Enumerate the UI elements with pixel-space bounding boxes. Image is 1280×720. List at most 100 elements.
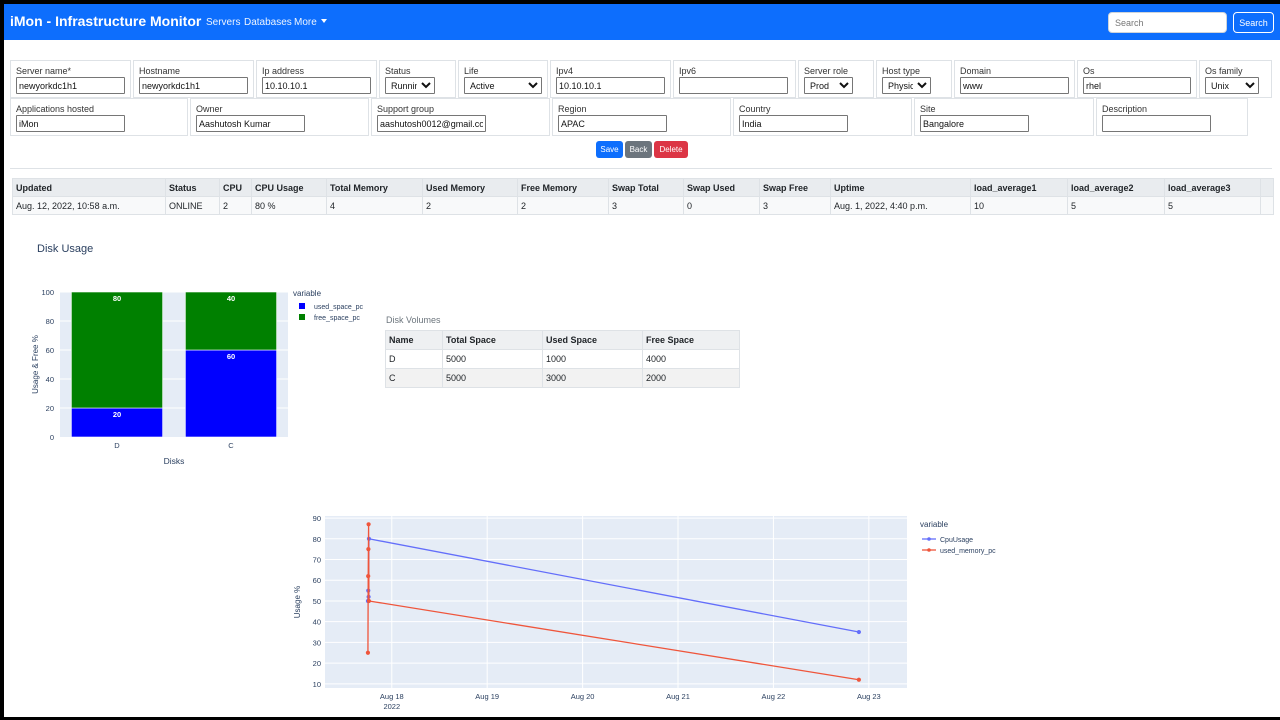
stats-cell: 3 bbox=[608, 196, 684, 215]
ip-address-input[interactable] bbox=[262, 77, 371, 94]
stats-cell: 0 bbox=[683, 196, 760, 215]
volumes-cell: D bbox=[385, 349, 443, 369]
country-input[interactable] bbox=[739, 115, 848, 132]
stats-header-cell: Swap Free bbox=[759, 178, 831, 197]
region-label: Region bbox=[558, 104, 587, 114]
hostname-cell: Hostname bbox=[133, 60, 254, 98]
y-tick-label: 20 bbox=[46, 404, 54, 413]
os-input[interactable] bbox=[1083, 77, 1191, 94]
server-name-input[interactable] bbox=[16, 77, 125, 94]
data-point bbox=[856, 629, 861, 635]
site-input[interactable] bbox=[920, 115, 1029, 132]
x-tick-label: Aug 21 bbox=[666, 692, 690, 701]
stats-cell: Aug. 1, 2022, 4:40 p.m. bbox=[830, 196, 971, 215]
support-group-label: Support group bbox=[377, 104, 435, 114]
stats-header-cell: load_average1 bbox=[970, 178, 1068, 197]
y-tick-label: 40 bbox=[46, 375, 54, 384]
server-role-cell: Server role Prod bbox=[798, 60, 874, 98]
region-cell: Region bbox=[552, 98, 731, 136]
bar-data-label: 40 bbox=[227, 294, 235, 303]
stats-header-row: Updated Status CPU CPU Usage Total Memor… bbox=[12, 178, 1274, 197]
support-group-input[interactable] bbox=[377, 115, 486, 132]
series-line bbox=[367, 524, 860, 681]
y-tick-label: 80 bbox=[313, 535, 321, 544]
legend-entry: CpuUsage bbox=[940, 537, 973, 544]
data-point bbox=[366, 573, 371, 579]
ipv6-input[interactable] bbox=[679, 77, 788, 94]
brand-title[interactable]: iMon - Infrastructure Monitor bbox=[10, 13, 202, 29]
table-row: Aug. 12, 2022, 10:58 a.m. ONLINE 2 80 % … bbox=[12, 196, 1274, 215]
stats-header-cell: Status bbox=[165, 178, 220, 197]
owner-input[interactable] bbox=[196, 115, 305, 132]
delete-button[interactable]: Delete bbox=[654, 141, 688, 158]
server-name-label: Server name* bbox=[16, 66, 72, 76]
stats-header-cell: Uptime bbox=[830, 178, 971, 197]
stats-cell: ONLINE bbox=[165, 196, 220, 215]
volumes-cell: 2000 bbox=[642, 368, 740, 388]
country-cell: Country bbox=[733, 98, 912, 136]
stats-cell: 2 bbox=[517, 196, 609, 215]
volumes-cell: 1000 bbox=[542, 349, 643, 369]
x-tick-label: Aug 18 bbox=[380, 692, 404, 701]
x-tick-label: Aug 19 bbox=[475, 692, 499, 701]
nav-more-label: More bbox=[294, 17, 317, 28]
description-input[interactable] bbox=[1102, 115, 1211, 132]
bar-segment bbox=[185, 349, 277, 438]
x-axis-title: Disks bbox=[164, 456, 185, 466]
y-tick-label: 50 bbox=[313, 597, 321, 606]
y-tick-label: 10 bbox=[313, 680, 321, 689]
legend-entry: used_memory_pc bbox=[940, 548, 996, 555]
owner-cell: Owner bbox=[190, 98, 369, 136]
bar-data-label: 80 bbox=[113, 294, 121, 303]
life-label: Life bbox=[464, 66, 479, 76]
nav-more-dropdown[interactable]: More bbox=[294, 17, 327, 28]
description-cell: Description bbox=[1096, 98, 1248, 136]
life-select[interactable]: Active bbox=[464, 77, 542, 94]
back-button[interactable]: Back bbox=[625, 141, 652, 158]
stats-header-cell: Swap Used bbox=[683, 178, 760, 197]
volumes-cell: 5000 bbox=[442, 349, 543, 369]
status-select[interactable]: Running bbox=[385, 77, 435, 94]
y-axis-title: Usage % bbox=[293, 586, 302, 618]
save-button[interactable]: Save bbox=[596, 141, 623, 158]
x-tick-label: D bbox=[114, 441, 120, 450]
legend-swatch bbox=[299, 303, 305, 309]
country-label: Country bbox=[739, 104, 771, 114]
search-input[interactable] bbox=[1108, 12, 1227, 33]
server-role-select[interactable]: Prod bbox=[804, 77, 853, 94]
os-family-select[interactable]: Unix bbox=[1205, 77, 1259, 94]
search-button[interactable]: Search bbox=[1233, 12, 1274, 33]
stats-header-cell: CPU Usage bbox=[251, 178, 327, 197]
nav-link-databases[interactable]: Databases bbox=[244, 17, 292, 28]
bar-data-label: 60 bbox=[227, 352, 235, 361]
ipv6-cell: Ipv6 bbox=[673, 60, 796, 98]
os-family-cell: Os family Unix bbox=[1199, 60, 1272, 98]
region-input[interactable] bbox=[558, 115, 667, 132]
ipv6-label: Ipv6 bbox=[679, 66, 697, 76]
y-tick-label: 60 bbox=[46, 346, 54, 355]
volumes-header-cell: Total Space bbox=[442, 330, 543, 350]
stats-header-cell: CPU bbox=[219, 178, 252, 197]
stats-cell: Aug. 12, 2022, 10:58 a.m. bbox=[12, 196, 166, 215]
hostname-input[interactable] bbox=[139, 77, 248, 94]
stats-header-filler bbox=[1260, 178, 1274, 197]
divider bbox=[10, 168, 1272, 169]
data-point bbox=[366, 598, 372, 604]
ipv4-input[interactable] bbox=[556, 77, 665, 94]
ip-address-cell: Ip address bbox=[256, 60, 377, 98]
stats-cell: 4 bbox=[326, 196, 423, 215]
y-tick-label: 80 bbox=[46, 317, 54, 326]
applications-hosted-input[interactable] bbox=[16, 115, 125, 132]
host-type-select[interactable]: Physical bbox=[882, 77, 931, 94]
volumes-cell: C bbox=[385, 368, 443, 388]
app-window: iMon - Infrastructure Monitor Servers Da… bbox=[4, 4, 1280, 717]
data-point bbox=[856, 677, 861, 682]
domain-input[interactable] bbox=[960, 77, 1069, 94]
stats-cell: 2 bbox=[422, 196, 518, 215]
hostname-label: Hostname bbox=[139, 66, 181, 76]
nav-link-servers[interactable]: Servers bbox=[206, 17, 241, 28]
stats-cell-filler bbox=[1260, 196, 1274, 215]
stats-cell: 10 bbox=[970, 196, 1068, 215]
status-cell: Status Running bbox=[379, 60, 456, 98]
plot-background bbox=[325, 516, 907, 688]
